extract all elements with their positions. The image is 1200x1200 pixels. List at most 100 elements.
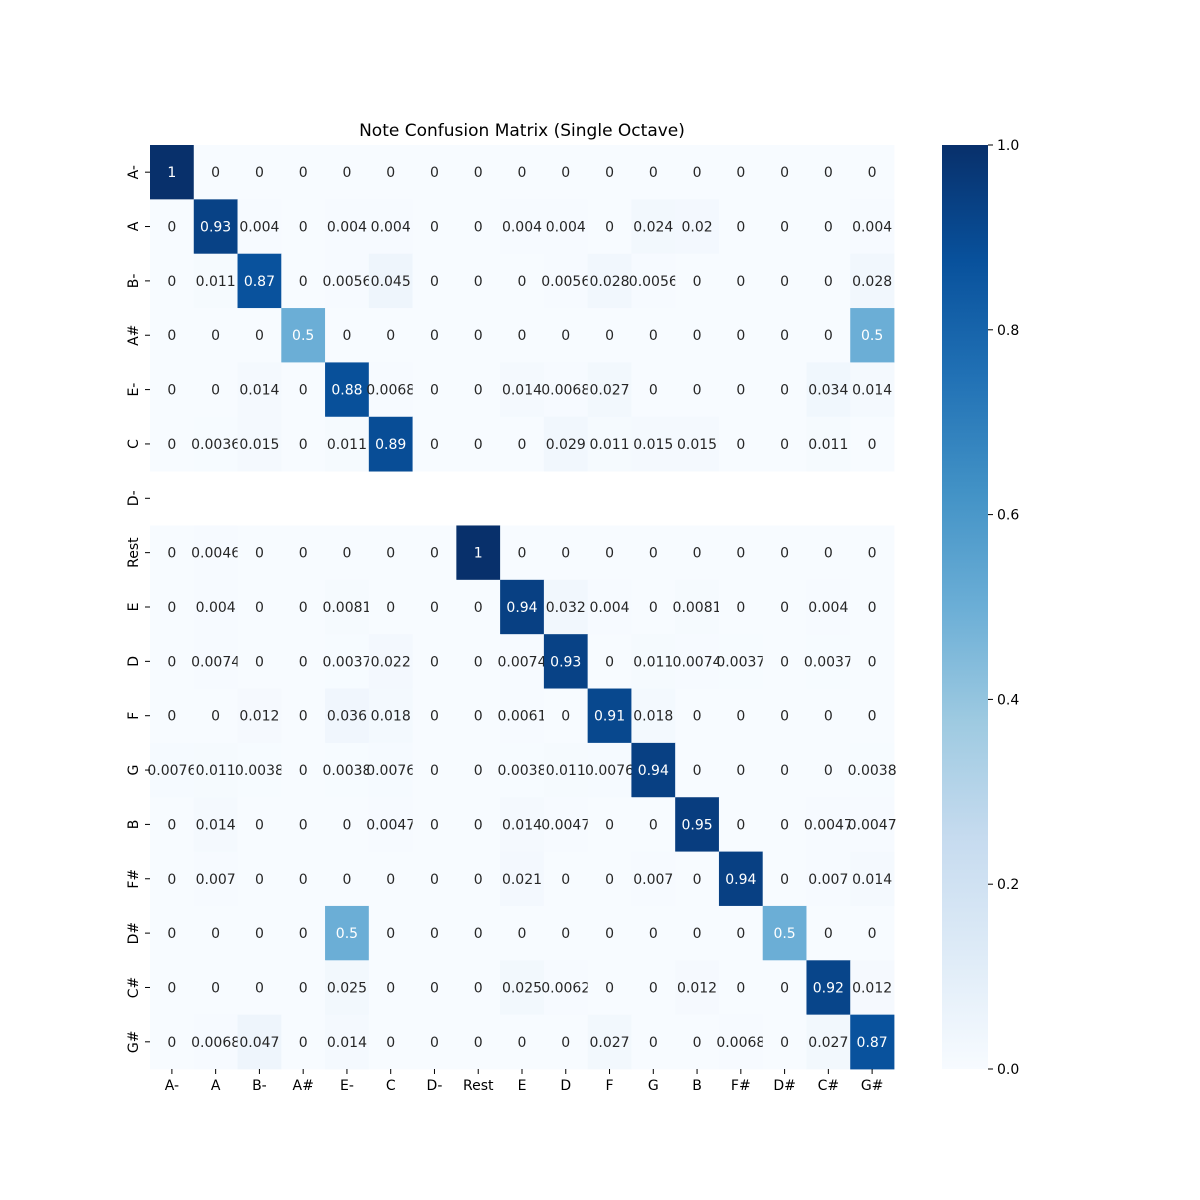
heatmap-cell <box>543 742 589 798</box>
heatmap-cell <box>587 851 632 907</box>
heatmap-cell <box>456 362 501 418</box>
chart-title: Note Confusion Matrix (Single Octave) <box>359 121 685 141</box>
heatmap-cell <box>543 634 589 689</box>
heatmap-cell <box>456 253 501 309</box>
cell-value-label: 0 <box>649 1035 658 1051</box>
heatmap-cell <box>456 308 501 363</box>
cell-value-label: 0 <box>386 980 395 996</box>
heatmap-cell <box>806 362 851 418</box>
cell-value-label: 0.0038 <box>235 763 284 779</box>
cell-value-label: 0.004 <box>852 220 892 236</box>
cell-value-label: 0.004 <box>239 220 279 236</box>
cell-value-label: 0.014 <box>327 1035 367 1051</box>
y-tick-label: C# <box>126 977 142 999</box>
cell-value-label: 0.014 <box>502 383 542 399</box>
x-axis: A- A B- A# E- C D- Rest E D F G B F# D# C# G# <box>165 1069 883 1094</box>
cell-value-label: 0 <box>824 220 833 236</box>
colorbar-gradient <box>942 145 988 1069</box>
heatmap-cell <box>631 579 676 635</box>
cell-value-label: 0 <box>255 546 264 562</box>
heatmap-cell <box>587 960 632 1016</box>
heatmap-cell <box>850 199 895 255</box>
cell-value-label: 0 <box>167 274 176 290</box>
heatmap-cell <box>412 797 457 852</box>
heatmap-cell <box>631 199 676 255</box>
heatmap-cell <box>587 579 632 635</box>
heatmap-cell <box>806 525 851 581</box>
cell-value-label: 0 <box>430 709 439 725</box>
cell-value-label: 0 <box>518 165 527 181</box>
cell-value-label: 0 <box>693 872 702 888</box>
x-tick-label: B <box>692 1078 702 1094</box>
heatmap-cell <box>762 960 807 1016</box>
heatmap-cell <box>806 688 851 744</box>
cell-value-label: 0 <box>693 165 702 181</box>
cell-value-label: 0 <box>342 165 351 181</box>
heatmap-cell <box>718 797 764 852</box>
cell-value-label: 0.0047 <box>541 817 590 833</box>
cell-value-label: 0.5 <box>292 328 314 344</box>
cell-value-label: 0.0047 <box>848 817 897 833</box>
cell-value-label: 0 <box>474 220 483 236</box>
cell-value-label: 0 <box>780 980 789 996</box>
heatmap-cell <box>237 797 282 852</box>
colorbar-tick-label: 0.2 <box>997 877 1019 893</box>
heatmap-cell <box>281 362 326 418</box>
cell-value-label: 0 <box>605 165 614 181</box>
cell-value-label: 0 <box>167 654 176 670</box>
heatmap-cell <box>500 960 545 1016</box>
heatmap-cell <box>150 362 195 418</box>
heatmap-cell <box>543 579 589 635</box>
heatmap-cell <box>456 797 501 852</box>
heatmap-cell <box>762 634 807 689</box>
cell-value-label: 0 <box>211 328 220 344</box>
cell-value-label: 0 <box>211 926 220 942</box>
cell-value-label: 0.004 <box>371 220 411 236</box>
heatmap-cell <box>281 308 326 363</box>
cell-value-label: 0.0046 <box>191 546 240 562</box>
cell-value-label: 0 <box>211 165 220 181</box>
cell-value-label: 0.94 <box>725 872 756 888</box>
cell-value-label: 0 <box>649 165 658 181</box>
cell-value-label: 0 <box>780 383 789 399</box>
cell-value-label: 0.027 <box>808 1035 848 1051</box>
cell-value-label: 0 <box>693 328 702 344</box>
heatmap-cell <box>150 416 195 472</box>
heatmap-cell <box>675 362 720 418</box>
heatmap-cell <box>456 1014 501 1070</box>
cell-value-label: 0.0036 <box>191 437 240 453</box>
heatmap-cell <box>500 579 545 635</box>
heatmap-cell <box>718 199 764 255</box>
cell-value-label: 0.012 <box>677 980 717 996</box>
cell-value-label: 0 <box>430 872 439 888</box>
heatmap-cell <box>281 960 326 1016</box>
heatmap-cell <box>150 199 195 255</box>
cell-value-label: 0.0076 <box>147 763 196 779</box>
cell-value-label: 0 <box>824 165 833 181</box>
cell-value-label: 0 <box>299 437 308 453</box>
cell-value-label: 0 <box>167 383 176 399</box>
y-tick-label: G <box>126 765 142 776</box>
heatmap-cell <box>500 797 545 852</box>
cell-value-label: 0 <box>561 546 570 562</box>
cell-value-label: 0 <box>386 1035 395 1051</box>
heatmap-cell <box>718 688 764 744</box>
heatmap-cells: 1 0 0 0 0 0 0 0 0 0 0 0 0 0 0 0 00 0.93 0.004 0 0.004 0.004 0 0… <box>147 145 897 1070</box>
x-tick-label: C# <box>818 1078 840 1094</box>
y-tick-label: F <box>126 712 142 720</box>
y-tick-label: A- <box>126 165 142 179</box>
heatmap-cell <box>718 145 764 200</box>
heatmap-cell <box>150 851 195 907</box>
heatmap-cell <box>150 579 195 635</box>
heatmap-cell <box>543 851 589 907</box>
heatmap-cell <box>850 579 895 635</box>
cell-value-label: 0 <box>474 600 483 616</box>
cell-value-label: 0 <box>255 600 264 616</box>
heatmap-cell <box>368 797 413 852</box>
heatmap-cell <box>675 308 720 363</box>
cell-value-label: 0 <box>736 437 745 453</box>
cell-value-label: 0 <box>518 328 527 344</box>
heatmap-cell <box>675 851 720 907</box>
cell-value-label: 0 <box>386 926 395 942</box>
cell-value-label: 0 <box>824 546 833 562</box>
